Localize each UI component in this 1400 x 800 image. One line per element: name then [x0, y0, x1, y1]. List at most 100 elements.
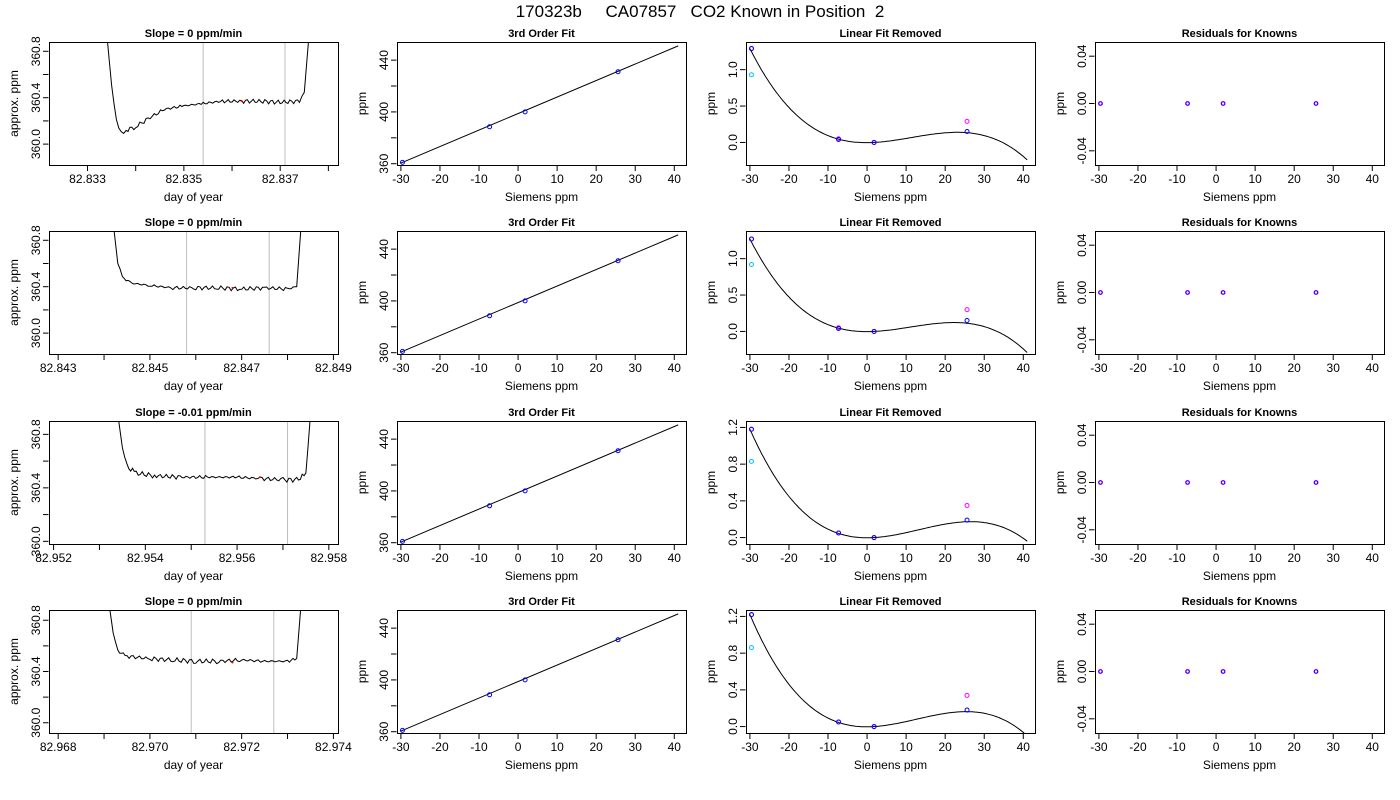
x-tick-label: 0: [864, 551, 871, 565]
x-tick-label: -20: [780, 361, 798, 375]
y-tick-label: -0.04: [1075, 137, 1089, 165]
x-tick-label: 30: [1327, 551, 1341, 565]
data-point: [615, 448, 621, 454]
x-tick-label: -10: [1168, 172, 1186, 186]
x-tick-label: -20: [431, 551, 449, 565]
x-tick-label: 20: [589, 740, 603, 754]
data-point: [615, 637, 621, 643]
plot-area: [1097, 480, 1319, 485]
x-tick-label: -10: [470, 740, 488, 754]
panel-title: Linear Fit Removed: [839, 28, 941, 40]
x-tick-label: -30: [392, 740, 410, 754]
x-tick-label: -30: [741, 740, 759, 754]
y-tick-label: 360.8: [29, 419, 43, 449]
data-point: [522, 677, 528, 683]
plot-area: [399, 45, 679, 165]
panel-title: Slope = 0 ppm/min: [145, 217, 243, 229]
y-tick-label: 0.0: [726, 134, 740, 151]
fit-line: [400, 45, 679, 164]
x-tick-label: -10: [819, 551, 837, 565]
x-tick-label: 0: [1213, 361, 1220, 375]
data-point: [522, 109, 528, 115]
x-tick-label: 20: [1287, 740, 1301, 754]
x-axis-label: day of year: [164, 379, 223, 393]
blue-point: [964, 129, 970, 135]
plot-area: [748, 612, 1025, 733]
panel-residual_curve-2: Linear Fit Removed -30 -20 -10 0 10 20 30 40 0.0 0…: [704, 217, 1036, 393]
y-axis-label: ppm: [355, 92, 369, 115]
fit-curve: [749, 614, 1025, 733]
y-tick-label: 0.4: [726, 681, 740, 698]
x-tick-label: 82.849: [315, 361, 352, 375]
blue-point: [1185, 669, 1190, 674]
panel-timeseries-3: Slope = -0.01 ppm/min 82.952 82.954 82.956 8…: [7, 407, 348, 583]
x-tick-label: -30: [741, 172, 759, 186]
panel-title: Slope = 0 ppm/min: [145, 596, 243, 608]
plot-frame: [397, 421, 687, 545]
x-tick-label: 0: [864, 361, 871, 375]
x-tick-label: 20: [589, 551, 603, 565]
magenta-point: [964, 692, 970, 698]
series-line: [109, 610, 302, 665]
y-axis-label: ppm: [704, 660, 718, 683]
x-tick-label: 82.954: [127, 551, 164, 565]
x-tick-label: -30: [1090, 740, 1108, 754]
blue-point: [1098, 669, 1103, 674]
panel-title: Slope = -0.01 ppm/min: [135, 407, 252, 419]
y-tick-label: 400: [377, 102, 391, 122]
fit-line: [400, 234, 679, 353]
x-tick-label: -10: [1168, 361, 1186, 375]
plot-frame: [746, 421, 1036, 545]
x-tick-label: 82.847: [223, 361, 260, 375]
x-tick-label: 40: [1017, 551, 1031, 565]
panel-fit-3: 3rd Order Fit -30 -20 -10 0 10 20 30 40 360 400 440…: [355, 407, 687, 583]
x-tick-label: 0: [515, 740, 522, 754]
x-tick-label: -20: [1129, 551, 1147, 565]
x-tick-label: 10: [550, 740, 564, 754]
x-axis-label: Siemens ppm: [505, 190, 578, 204]
y-tick-label: 0.0: [726, 529, 740, 546]
x-tick-label: 10: [1248, 361, 1262, 375]
x-tick-label: 20: [938, 740, 952, 754]
plot-frame: [746, 231, 1036, 355]
y-tick-label: 440: [377, 239, 391, 259]
x-tick-label: -30: [1090, 361, 1108, 375]
x-tick-label: 82.952: [35, 551, 72, 565]
fit-line: [400, 613, 679, 732]
y-axis-label: ppm: [1053, 660, 1067, 683]
panel-residual_curve-1: Linear Fit Removed -30 -20 -10 0 10 20 30 40 0.0 0…: [704, 28, 1036, 204]
blue-point: [964, 318, 970, 324]
y-tick-label: 0.8: [726, 455, 740, 472]
x-tick-label: 0: [515, 361, 522, 375]
x-tick-label: 40: [1017, 361, 1031, 375]
x-tick-label: -30: [741, 361, 759, 375]
plot-frame: [1095, 231, 1385, 355]
y-tick-label: -0.04: [1075, 516, 1089, 544]
blue-point: [836, 137, 842, 143]
panel-fit-1: 3rd Order Fit -30 -20 -10 0 10 20 30 40 360 400 440…: [355, 28, 687, 204]
x-tick-label: -20: [780, 172, 798, 186]
x-tick-label: 30: [629, 740, 643, 754]
blue-point: [748, 612, 754, 618]
x-tick-label: 30: [1327, 172, 1341, 186]
y-tick-label: 360.4: [29, 271, 43, 301]
y-tick-label: 0.00: [1075, 470, 1089, 494]
blue-point: [1185, 290, 1190, 295]
panel-fit-4: 3rd Order Fit -30 -20 -10 0 10 20 30 40 360 400 440…: [355, 596, 687, 772]
x-tick-label: 20: [589, 172, 603, 186]
panel-timeseries-2: Slope = 0 ppm/min 82.843 82.845 82.847 82.84…: [7, 217, 352, 393]
y-tick-label: 400: [377, 670, 391, 690]
cyan-point: [748, 72, 754, 78]
x-tick-label: 40: [668, 361, 682, 375]
data-point: [399, 727, 405, 733]
blue-point: [964, 517, 970, 523]
panel-title: Residuals for Knowns: [1182, 217, 1298, 229]
y-tick-label: 360.8: [29, 36, 43, 66]
plot-area: [113, 231, 302, 354]
x-tick-label: 82.958: [310, 551, 347, 565]
panel-fit-2: 3rd Order Fit -30 -20 -10 0 10 20 30 40 360 400 440…: [355, 217, 687, 393]
x-axis-label: Siemens ppm: [1203, 190, 1276, 204]
x-tick-label: 82.968: [40, 740, 77, 754]
plot-frame: [397, 231, 687, 355]
blue-point: [1098, 290, 1103, 295]
